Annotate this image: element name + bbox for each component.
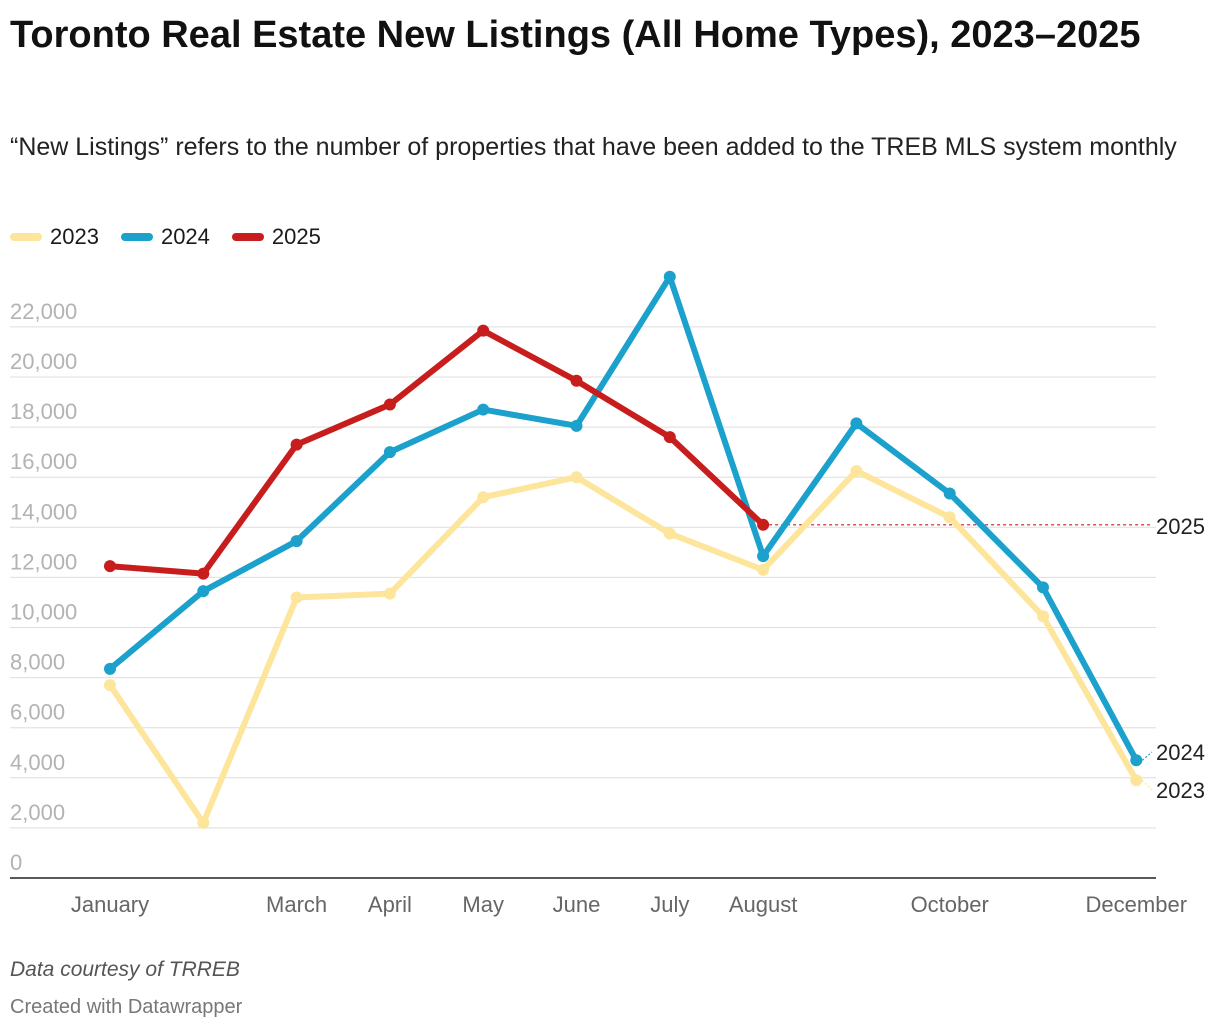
data-point-2024 <box>663 270 676 283</box>
data-point-2025 <box>570 374 583 387</box>
legend-item-2024: 2024 <box>120 224 210 250</box>
data-point-2024 <box>197 585 210 598</box>
y-tick-label: 16,000 <box>10 449 77 474</box>
y-tick-label: 14,000 <box>10 499 77 524</box>
data-point-2024 <box>570 419 583 432</box>
data-point-2024 <box>477 403 490 416</box>
x-tick-label: May <box>462 892 504 917</box>
x-tick-label: December <box>1086 892 1187 917</box>
legend-label-2024: 2024 <box>160 224 210 249</box>
chart-subtitle: “New Listings” refers to the number of p… <box>10 133 1177 161</box>
legend-item-2023: 2023 <box>10 224 99 250</box>
y-tick-label: 12,000 <box>10 549 77 574</box>
created-with-credit: Created with Datawrapper <box>10 996 243 1018</box>
data-point-2024 <box>104 662 116 675</box>
y-tick-label: 22,000 <box>10 299 77 324</box>
data-point-2023 <box>290 591 303 604</box>
data-point-2023 <box>757 563 770 576</box>
data-point-2023 <box>1037 610 1049 623</box>
y-tick-label: 10,000 <box>10 600 77 625</box>
legend: 2023 2024 2025 <box>10 224 343 250</box>
end-label-2024: 2024 <box>1156 740 1205 765</box>
x-tick-label: April <box>368 892 412 917</box>
end-label-2025: 2025 <box>1156 514 1205 539</box>
data-point-2023 <box>1130 774 1143 787</box>
x-tick-label: March <box>266 892 327 917</box>
data-point-2025 <box>757 518 770 531</box>
legend-swatch-2023 <box>10 233 42 241</box>
y-tick-label: 0 <box>10 850 22 875</box>
legend-label-2023: 2023 <box>50 224 99 249</box>
legend-label-2025: 2025 <box>271 224 321 249</box>
data-point-2023 <box>850 464 863 477</box>
data-point-2025 <box>383 398 396 411</box>
series-line-2023 <box>107 467 1140 826</box>
data-point-2023 <box>197 816 210 829</box>
y-tick-label: 18,000 <box>10 399 77 424</box>
data-point-2023 <box>477 491 490 504</box>
legend-swatch-2024 <box>120 233 153 241</box>
data-point-2025 <box>197 567 210 580</box>
data-point-2023 <box>570 471 583 484</box>
y-tick-label: 6,000 <box>10 700 65 725</box>
y-tick-label: 20,000 <box>10 349 77 374</box>
series-line-2024 <box>107 273 1140 764</box>
data-source-note: Data courtesy of TRREB <box>10 958 240 981</box>
x-tick-label: July <box>650 892 689 917</box>
y-tick-label: 4,000 <box>10 750 65 775</box>
data-point-2025 <box>477 324 490 337</box>
end-label-2023: 2023 <box>1156 778 1205 803</box>
y-tick-label: 8,000 <box>10 650 65 675</box>
data-point-2024 <box>943 487 956 500</box>
data-point-2024 <box>850 417 863 430</box>
data-point-2023 <box>663 527 676 540</box>
end-label-connector-2024 <box>1141 751 1153 761</box>
x-tick-label: June <box>553 892 601 917</box>
y-tick-label: 2,000 <box>10 800 65 825</box>
x-tick-label: January <box>71 892 149 917</box>
end-label-connector-2023 <box>1141 779 1153 791</box>
data-point-2023 <box>943 511 956 524</box>
data-point-2024 <box>290 535 303 548</box>
legend-item-2025: 2025 <box>231 224 321 250</box>
x-tick-label: August <box>729 892 798 917</box>
chart-title: Toronto Real Estate New Listings (All Ho… <box>10 14 1141 56</box>
legend-swatch-2025 <box>231 233 264 241</box>
data-point-2024 <box>1037 581 1049 594</box>
data-point-2025 <box>104 560 116 573</box>
data-point-2023 <box>383 587 396 600</box>
data-point-2024 <box>1130 754 1143 767</box>
data-point-2025 <box>663 431 676 444</box>
data-point-2024 <box>383 446 396 459</box>
data-point-2024 <box>757 550 770 563</box>
data-point-2025 <box>290 438 303 451</box>
series-line-2025 <box>107 327 767 577</box>
data-point-2023 <box>104 679 116 692</box>
x-tick-label: October <box>911 892 989 917</box>
